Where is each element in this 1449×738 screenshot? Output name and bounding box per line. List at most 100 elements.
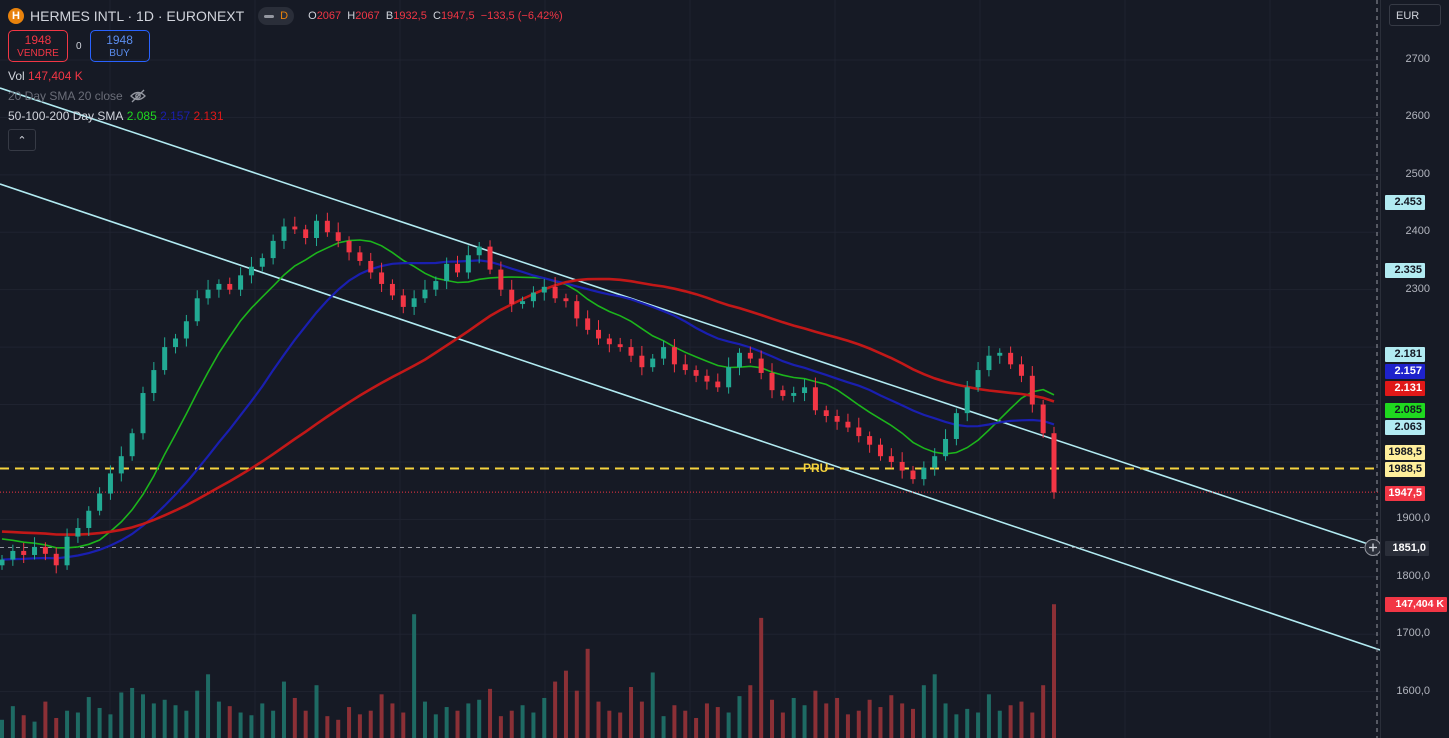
ohlc-o-label: O xyxy=(308,10,317,22)
volume-bar xyxy=(488,688,493,738)
sell-label: VENDRE xyxy=(17,48,59,59)
chart-plot-area[interactable]: PRU xyxy=(0,0,1380,738)
candle-body xyxy=(270,240,276,259)
ohlc-b-label: B xyxy=(385,10,394,22)
candle-body xyxy=(726,367,732,388)
price-tag: 1947,5 xyxy=(1385,486,1425,501)
candle-body xyxy=(812,387,818,411)
volume-bar xyxy=(542,697,547,738)
volume-bar xyxy=(1041,685,1046,738)
buy-button[interactable]: 1948 BUY xyxy=(89,30,150,62)
candle-body xyxy=(205,289,211,299)
candle-body xyxy=(476,246,482,256)
candle-body xyxy=(791,393,797,396)
candle-body xyxy=(921,467,927,480)
volume-bar xyxy=(954,714,959,738)
volume-bar xyxy=(639,701,644,738)
delay-badge: D xyxy=(280,10,289,22)
symbol-title[interactable]: HERMES INTL · 1D · EURONEXT xyxy=(30,8,245,24)
volume-bar xyxy=(824,703,829,738)
volume-bar xyxy=(943,703,948,738)
volume-bar xyxy=(726,712,731,738)
sell-button[interactable]: 1948 VENDRE xyxy=(8,30,68,62)
volume-bar xyxy=(412,614,417,738)
candle-body xyxy=(227,283,233,290)
candle-body xyxy=(314,220,320,239)
candle-body xyxy=(1051,433,1057,493)
sma-multi-indicator-row[interactable]: 50-100-200 Day SMA 2.085 2.157 2.131 xyxy=(8,106,563,126)
candle-body xyxy=(552,286,558,299)
price-tag: 147,404 K xyxy=(1385,597,1447,612)
candlestick-chart[interactable] xyxy=(0,0,1380,738)
candle-body xyxy=(444,263,450,282)
volume-bar xyxy=(162,699,167,738)
candle-body xyxy=(823,410,829,417)
candle-body xyxy=(1008,352,1014,365)
candle-body xyxy=(802,387,808,394)
volume-bar xyxy=(878,707,883,738)
price-tag: 2.085 xyxy=(1385,403,1425,418)
minus-icon xyxy=(264,14,275,18)
volume-bar xyxy=(813,690,818,738)
candle-body xyxy=(118,456,124,474)
volume-bar xyxy=(65,710,70,738)
volume-bar xyxy=(802,705,807,738)
volume-bar xyxy=(281,681,286,738)
volume-bar xyxy=(1019,701,1024,738)
candle-body xyxy=(520,301,526,305)
volume-bar xyxy=(607,710,612,738)
candle-body xyxy=(595,329,601,339)
volume-bar xyxy=(325,716,330,738)
volume-bar xyxy=(119,692,124,738)
volume-bar xyxy=(1008,705,1013,738)
candle-body xyxy=(259,258,265,267)
vol-value: 147,404 K xyxy=(28,69,83,83)
collapse-legend-button[interactable]: ⌃ xyxy=(8,129,36,151)
price-tick-label: 1600,0 xyxy=(1396,684,1430,697)
candle-body xyxy=(498,269,504,290)
candle-body xyxy=(1018,364,1024,376)
volume-bar xyxy=(791,697,796,738)
sma200-value: 2.131 xyxy=(193,109,224,123)
volume-indicator-row[interactable]: Vol 147,404 K xyxy=(8,66,563,86)
candle-body xyxy=(1029,375,1035,405)
volume-bar xyxy=(770,699,775,738)
trade-buttons-row: 1948 VENDRE 0 1948 BUY xyxy=(8,26,563,66)
volume-bar xyxy=(151,703,156,738)
volume-bar xyxy=(596,701,601,738)
volume-bar xyxy=(585,648,590,738)
sma100-value: 2.157 xyxy=(160,109,191,123)
volume-bar xyxy=(509,710,514,738)
candle-body xyxy=(303,229,309,239)
channel-lower-line xyxy=(0,183,1380,651)
market-status-pill[interactable]: D xyxy=(258,7,295,25)
volume-bar xyxy=(32,721,37,738)
candle-body xyxy=(780,390,786,396)
sma20-indicator-row[interactable]: 20 Day SMA 20 close xyxy=(8,86,563,106)
candle-body xyxy=(86,510,92,528)
price-tick-label: 1700,0 xyxy=(1396,627,1430,640)
volume-bar xyxy=(216,701,221,738)
volume-bar xyxy=(97,707,102,738)
volume-bar xyxy=(368,710,373,738)
candle-body xyxy=(248,266,254,276)
volume-bar xyxy=(303,710,308,738)
price-tick-label: 2400 xyxy=(1405,225,1430,238)
price-tag: 2.157 xyxy=(1385,364,1425,379)
volume-bar xyxy=(694,717,699,738)
volume-bar xyxy=(455,710,460,738)
volume-bar xyxy=(748,685,753,738)
candle-body xyxy=(661,347,667,359)
candle-body xyxy=(433,281,439,290)
candle-body xyxy=(238,275,244,290)
price-tag: 2.181 xyxy=(1385,347,1425,362)
price-tick-label: 2700 xyxy=(1405,53,1430,65)
price-axis[interactable]: EUR 2700 2600 2500 2400 2300 1900,0 1800,0 1700… xyxy=(1380,0,1449,738)
candle-body xyxy=(986,355,992,371)
currency-selector[interactable]: EUR xyxy=(1389,4,1441,26)
candle-body xyxy=(400,295,406,307)
sma50-value: 2.085 xyxy=(126,109,157,123)
sma50-line xyxy=(1,239,1055,549)
eye-hidden-icon[interactable] xyxy=(129,89,147,103)
candle-body xyxy=(42,546,48,554)
